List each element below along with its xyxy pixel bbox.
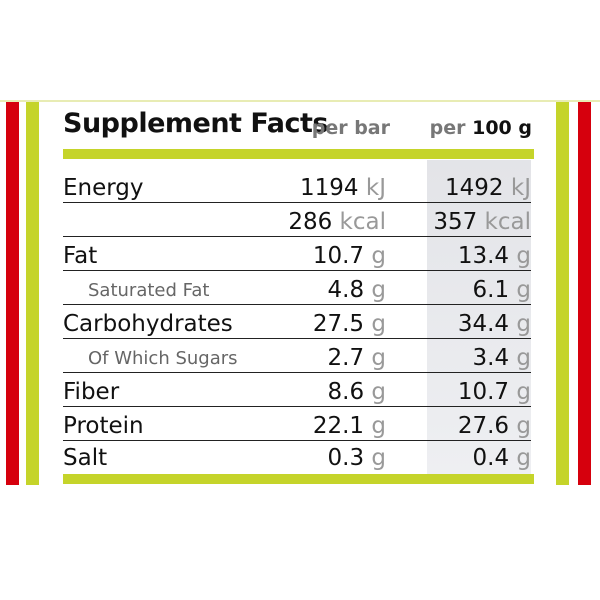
- per-bar-value: 8.6 g: [328, 379, 387, 405]
- footer-divider-bar: [63, 474, 534, 484]
- per-100g-value: 10.7 g: [458, 379, 531, 405]
- nutrient-label: Fiber: [63, 379, 120, 405]
- table-row: Energy 1194 kJ 1492 kJ: [63, 170, 531, 203]
- amount: 27.5: [312, 311, 365, 337]
- header-divider-bar: [63, 149, 534, 159]
- amount: 286: [288, 209, 333, 235]
- row-divider: [63, 236, 531, 237]
- per-100g-value: 13.4 g: [458, 243, 531, 269]
- amount: 1492: [445, 175, 504, 201]
- unit: g: [371, 379, 386, 405]
- per-bar-value: 286 kcal: [288, 209, 386, 235]
- amount: 3.4: [472, 345, 510, 371]
- amount: 0.3: [327, 445, 365, 471]
- unit: g: [516, 277, 531, 303]
- row-divider: [63, 270, 531, 271]
- table-row: Fat 10.7 g 13.4 g: [63, 238, 531, 271]
- per-100g-amount: 100 g: [472, 117, 532, 139]
- nutrient-label: Fat: [63, 243, 98, 269]
- row-divider: [63, 202, 531, 203]
- left-lime-stripe: [26, 102, 39, 485]
- amount: 34.4: [457, 311, 510, 337]
- unit: g: [516, 311, 531, 337]
- per-bar-value: 2.7 g: [328, 345, 387, 371]
- per-100g-value: 34.4 g: [458, 311, 531, 337]
- per-100g-column-shade: [427, 160, 531, 474]
- per-100g-value: 0.4 g: [473, 445, 532, 471]
- nutrient-label: Carbohydrates: [63, 311, 233, 337]
- amount: 1194: [300, 175, 359, 201]
- unit: g: [371, 243, 386, 269]
- unit: kcal: [339, 209, 386, 235]
- unit: g: [516, 445, 531, 471]
- per-100g-value: 27.6 g: [458, 413, 531, 439]
- per-bar-value: 27.5 g: [313, 311, 386, 337]
- per-bar-header: per bar: [311, 117, 390, 139]
- unit: g: [516, 345, 531, 371]
- amount: 10.7: [312, 243, 365, 269]
- unit: kcal: [484, 209, 531, 235]
- amount: 8.6: [327, 379, 365, 405]
- nutrient-label: Saturated Fat: [88, 280, 210, 301]
- amount: 10.7: [457, 379, 510, 405]
- amount: 0.4: [472, 445, 510, 471]
- amount: 6.1: [472, 277, 510, 303]
- left-red-stripe: [6, 102, 19, 485]
- per-bar-value: 0.3 g: [328, 445, 387, 471]
- table-row: 286 kcal 357 kcal: [63, 204, 531, 237]
- per-bar-value: 10.7 g: [313, 243, 386, 269]
- per-100g-value: 1492 kJ: [445, 175, 531, 201]
- nutrient-label: Protein: [63, 413, 144, 439]
- unit: g: [371, 345, 386, 371]
- amount: 27.6: [457, 413, 510, 439]
- panel-top-border: [0, 100, 600, 102]
- row-divider: [63, 440, 531, 441]
- row-divider: [63, 338, 531, 339]
- per-bar-value: 22.1 g: [313, 413, 386, 439]
- nutrient-label: Energy: [63, 175, 144, 201]
- unit: kJ: [510, 175, 531, 201]
- row-divider: [63, 372, 531, 373]
- unit: kJ: [365, 175, 386, 201]
- table-row: Protein 22.1 g 27.6 g: [63, 408, 531, 441]
- amount: 357: [433, 209, 478, 235]
- table-row: Fiber 8.6 g 10.7 g: [63, 374, 531, 407]
- per-100g-value: 6.1 g: [473, 277, 532, 303]
- per-100g-value: 357 kcal: [433, 209, 531, 235]
- right-lime-stripe: [556, 102, 569, 485]
- table-row: Carbohydrates 27.5 g 34.4 g: [63, 306, 531, 339]
- per-bar-value: 4.8 g: [328, 277, 387, 303]
- per-bar-value: 1194 kJ: [300, 175, 386, 201]
- unit: g: [516, 243, 531, 269]
- amount: 22.1: [312, 413, 365, 439]
- unit: g: [516, 413, 531, 439]
- unit: g: [371, 413, 386, 439]
- nutrient-label: Salt: [63, 445, 108, 471]
- amount: 2.7: [327, 345, 365, 371]
- per-100g-value: 3.4 g: [473, 345, 532, 371]
- row-divider: [63, 304, 531, 305]
- unit: g: [371, 445, 386, 471]
- label-title: Supplement Facts: [63, 108, 328, 139]
- amount: 13.4: [457, 243, 510, 269]
- table-row: Salt 0.3 g 0.4 g: [63, 440, 531, 473]
- table-row: Saturated Fat 4.8 g 6.1 g: [63, 272, 531, 305]
- row-divider: [63, 406, 531, 407]
- nutrient-label: Of Which Sugars: [88, 348, 238, 369]
- unit: g: [516, 379, 531, 405]
- right-red-stripe: [578, 102, 591, 485]
- unit: g: [371, 311, 386, 337]
- table-row: Of Which Sugars 2.7 g 3.4 g: [63, 340, 531, 373]
- amount: 4.8: [327, 277, 365, 303]
- unit: g: [371, 277, 386, 303]
- per-100g-header: per 100 g: [430, 117, 532, 139]
- per-100g-prefix: per: [429, 117, 466, 139]
